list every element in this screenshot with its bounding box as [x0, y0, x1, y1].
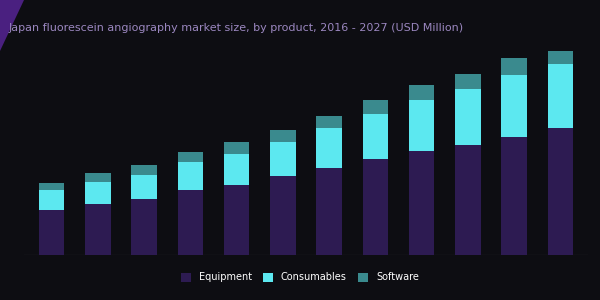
Bar	[409, 100, 434, 151]
Bar	[131, 175, 157, 199]
Bar	[502, 75, 527, 137]
Bar	[178, 162, 203, 190]
Bar	[455, 145, 481, 255]
Bar	[455, 89, 481, 145]
Bar	[362, 114, 388, 159]
Bar	[409, 85, 434, 100]
Bar	[316, 168, 342, 255]
Bar	[224, 142, 250, 154]
Bar	[39, 190, 64, 210]
Bar	[178, 190, 203, 255]
Bar	[224, 185, 250, 255]
Bar	[178, 152, 203, 162]
Bar	[85, 204, 110, 255]
Text: Japan fluorescein angiography market size, by product, 2016 - 2027 (USD Million): Japan fluorescein angiography market siz…	[9, 23, 464, 33]
Bar	[362, 159, 388, 255]
Bar	[270, 176, 296, 255]
Bar	[502, 137, 527, 255]
Bar	[548, 45, 573, 64]
Bar	[362, 100, 388, 114]
Bar	[548, 64, 573, 128]
Bar	[455, 74, 481, 89]
Bar	[502, 58, 527, 75]
Bar	[39, 183, 64, 190]
Bar	[316, 128, 342, 168]
Bar	[270, 142, 296, 176]
Bar	[548, 128, 573, 255]
Bar	[270, 130, 296, 142]
Bar	[224, 154, 250, 185]
Bar	[85, 182, 110, 204]
Bar	[85, 173, 110, 182]
Legend: Equipment, Consumables, Software: Equipment, Consumables, Software	[177, 268, 423, 286]
Bar	[39, 210, 64, 255]
Polygon shape	[0, 0, 24, 51]
Bar	[131, 199, 157, 255]
Bar	[409, 151, 434, 255]
Bar	[131, 165, 157, 175]
Bar	[316, 116, 342, 128]
